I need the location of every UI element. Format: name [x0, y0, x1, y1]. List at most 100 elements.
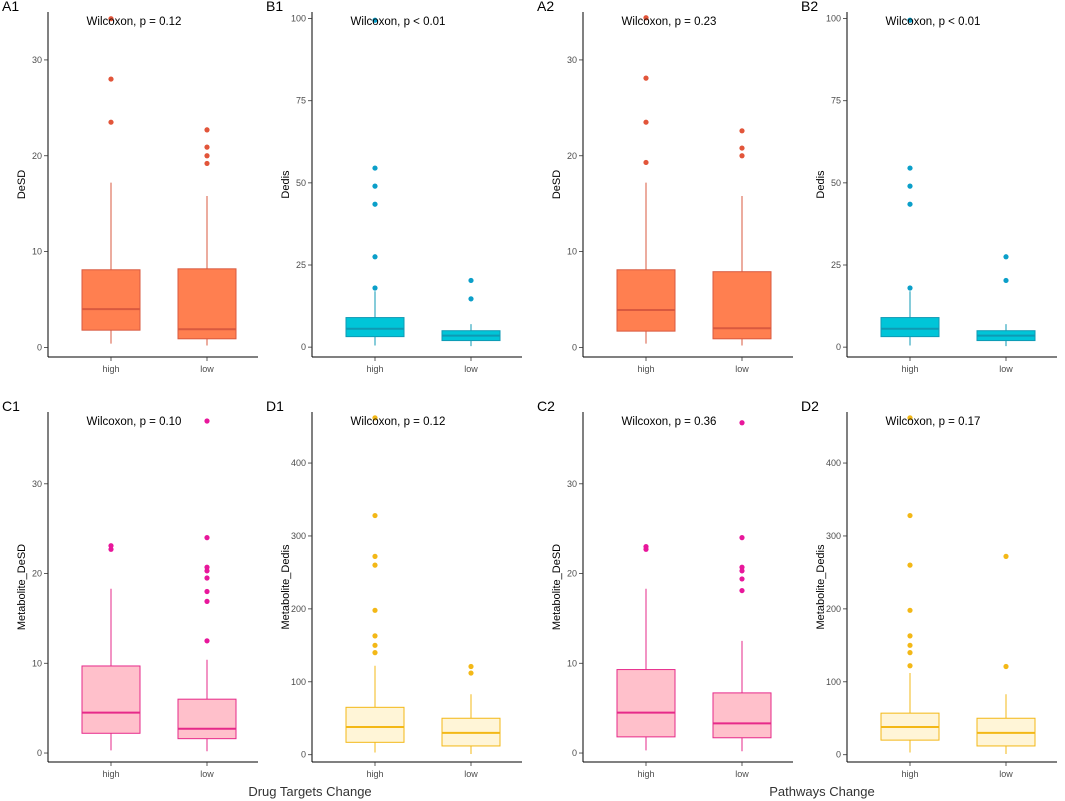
outlier-point	[204, 127, 210, 133]
outlier-point	[372, 254, 378, 260]
outlier-point	[204, 638, 210, 644]
outlier-point	[739, 564, 745, 570]
box-body	[81, 269, 141, 331]
panel-a2: A2 DeSD 0 10 20 30 high low Wilcoxon, p = 0.23	[537, 0, 793, 374]
y-tick-label: 400	[291, 458, 306, 468]
outlier-point	[1003, 254, 1009, 260]
panel-b2: B2 Dedis 0 25 50 75 100 high low Wilcoxon, p < 0.…	[801, 0, 1057, 374]
x-tick-label-high: high	[901, 769, 918, 779]
outlier-point	[372, 17, 378, 23]
x-tick-label-low: low	[464, 769, 478, 779]
box-b1-low	[441, 277, 501, 347]
y-tick-label: 10	[32, 247, 42, 257]
outlier-point	[108, 76, 114, 82]
y-tick-label: 100	[826, 677, 841, 687]
box-body	[616, 269, 676, 332]
box-d1-high	[345, 415, 405, 753]
y-tick-label: 200	[826, 604, 841, 614]
y-tick-label: 100	[291, 677, 306, 687]
outlier-point	[108, 543, 114, 549]
x-tick-label-low: low	[735, 769, 749, 779]
box-a2-low	[712, 128, 772, 346]
panel-d2: D2 Metabolite_Dedis 0 100 200 300 400 high low Wi…	[801, 398, 1057, 779]
p-value-label-c2: Wilcoxon, p = 0.36	[622, 416, 717, 428]
outlier-point	[1003, 277, 1009, 284]
x-tick-label-low: low	[200, 769, 214, 779]
outlier-point	[907, 607, 913, 613]
y-tick-label: 20	[32, 569, 42, 579]
box-body	[880, 317, 940, 338]
outlier-point	[907, 562, 913, 568]
outlier-point	[372, 201, 378, 207]
outlier-point	[907, 201, 913, 207]
outlier-point	[739, 568, 745, 574]
y-tick-label: 25	[831, 260, 841, 270]
y-tick-label: 300	[826, 531, 841, 541]
y-tick-label: 0	[301, 750, 306, 760]
y-axis-title-c1: Metabolite_DeSD	[16, 544, 28, 630]
x-tick-label-high: high	[366, 364, 383, 374]
outlier-point	[739, 420, 745, 426]
outlier-point	[204, 564, 210, 570]
y-tick-label: 20	[567, 569, 577, 579]
y-tick-label: 50	[296, 178, 306, 188]
y-tick-label: 25	[296, 260, 306, 270]
y-axis-title-d2: Metabolite_Dedis	[815, 544, 827, 629]
y-tick-label: 300	[291, 531, 306, 541]
y-tick-label: 30	[32, 55, 42, 65]
outlier-point	[204, 144, 210, 150]
outlier-point	[907, 642, 913, 648]
p-value-label-c1: Wilcoxon, p = 0.10	[87, 416, 182, 428]
y-tick-label: 75	[296, 96, 306, 106]
outlier-point	[372, 607, 378, 613]
outlier-point	[372, 562, 378, 568]
outlier-point	[108, 119, 114, 125]
outlier-point	[739, 145, 745, 151]
group-title-drug-targets: Drug Targets Change	[248, 784, 371, 799]
y-tick-label: 0	[572, 342, 577, 352]
outlier-point	[907, 633, 913, 639]
group-title-pathways: Pathways Change	[769, 784, 875, 799]
panel-label-d1: D1	[266, 398, 284, 414]
outlier-point	[204, 588, 210, 595]
x-tick-label-low: low	[464, 364, 478, 374]
outlier-point	[643, 544, 649, 550]
y-tick-label: 50	[831, 178, 841, 188]
x-tick-label-high: high	[102, 364, 119, 374]
p-value-label-a1: Wilcoxon, p = 0.12	[87, 16, 182, 28]
panel-label-a2: A2	[537, 0, 554, 14]
outlier-point	[372, 650, 378, 656]
box-d2-low	[976, 553, 1036, 754]
box-body	[616, 669, 676, 738]
box-body	[345, 317, 405, 338]
p-value-label-d1: Wilcoxon, p = 0.12	[351, 416, 446, 428]
p-value-label-d2: Wilcoxon, p = 0.17	[886, 416, 981, 428]
outlier-point	[468, 670, 474, 676]
y-axis-title-b2: Dedis	[815, 170, 827, 199]
outlier-point	[907, 17, 913, 23]
outlier-point	[108, 546, 114, 552]
box-d1-low	[441, 663, 501, 754]
outlier-point	[372, 553, 378, 559]
box-a1-low	[177, 127, 237, 346]
panel-label-c1: C1	[2, 398, 20, 414]
panel-a1: A1 DeSD 0 10 20 30 high low Wilcoxon, p = 0.12	[2, 0, 258, 374]
panel-label-c2: C2	[537, 398, 555, 414]
box-body	[177, 268, 237, 340]
y-tick-label: 20	[567, 151, 577, 161]
y-tick-label: 100	[826, 14, 841, 24]
y-tick-label: 30	[32, 479, 42, 489]
outlier-point	[204, 160, 210, 167]
box-c1-high	[81, 543, 141, 751]
y-tick-label: 10	[567, 658, 577, 668]
p-value-label-b2: Wilcoxon, p < 0.01	[886, 16, 981, 28]
outlier-point	[372, 642, 378, 648]
y-tick-label: 10	[567, 247, 577, 257]
panel-d1: D1 Metabolite_Dedis 0 100 200 300 400 high low Wi…	[266, 398, 522, 779]
box-c2-low	[712, 420, 772, 752]
outlier-point	[907, 663, 913, 669]
x-tick-label-low: low	[735, 364, 749, 374]
y-tick-label: 30	[567, 479, 577, 489]
outlier-point	[468, 296, 474, 302]
